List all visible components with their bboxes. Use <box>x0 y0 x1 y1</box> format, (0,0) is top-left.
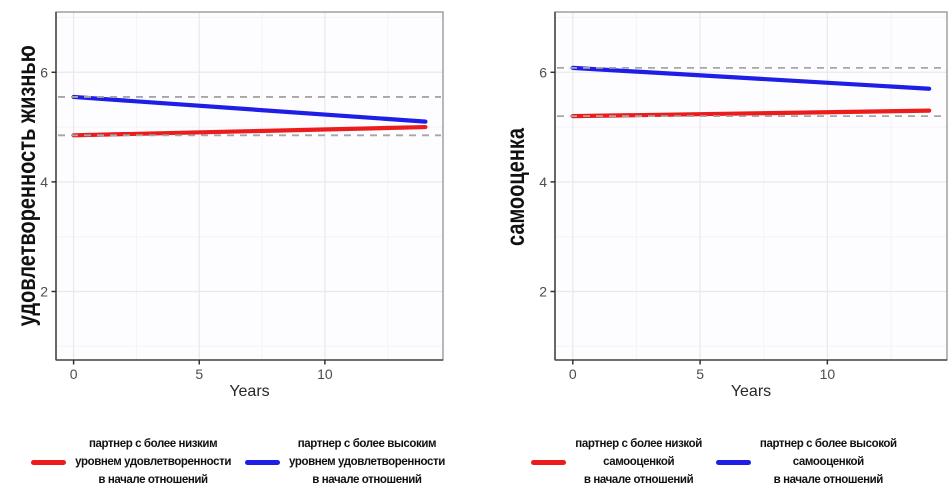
x-axis-title: Years <box>229 383 270 400</box>
legend-label-line: в начале отношений <box>98 473 208 486</box>
y-tick-label: 6 <box>539 64 547 80</box>
legend-swatch-red <box>31 460 67 465</box>
y-tick-label: 4 <box>539 174 547 190</box>
x-tick-label: 10 <box>317 366 333 382</box>
life-satisfaction-plot-area: 0 5 10 2 4 6 <box>40 11 444 382</box>
legend-label-line: партнер с более высокой <box>759 438 897 450</box>
legend-label-line: самооценкой <box>603 455 675 468</box>
legend-entry: партнер с более высоким уровнем удовлетв… <box>245 436 445 489</box>
y-tick-label: 4 <box>40 174 48 190</box>
y-tick-label: 6 <box>40 64 48 80</box>
legend-label-line: партнер с более низкой <box>575 438 702 450</box>
legend-label: партнер с более низкой самооценкой в нач… <box>575 436 702 489</box>
legend-label-line: в начале отношений <box>773 473 884 486</box>
series-line <box>71 124 428 138</box>
legend-label: партнер с более низким уровнем удовлетво… <box>75 436 231 489</box>
series-line <box>570 108 932 119</box>
x-tick-label: 5 <box>696 366 704 382</box>
legend-label: партнер с более высокой самооценкой в на… <box>760 436 897 489</box>
legend-swatch-blue <box>245 460 280 465</box>
panel-background <box>56 12 443 360</box>
legend: партнер с более низкой самооценкой в нач… <box>476 436 952 489</box>
y-tick-label: 2 <box>539 283 547 299</box>
legend-label-line: уровнем удовлетворенности <box>289 455 445 468</box>
legend-label-line: в начале отношений <box>583 473 694 486</box>
x-tick-label: 0 <box>569 366 577 382</box>
legend-entry: партнер с более низкой самооценкой в нач… <box>531 436 702 489</box>
y-axis-title: самооценка <box>502 127 530 247</box>
figure-self-esteem: 0 5 10 2 4 6 самооценка Years партнер с более… <box>476 0 952 504</box>
self-esteem-plot-area: 0 5 10 2 4 6 <box>539 11 948 382</box>
panel-background <box>555 12 947 360</box>
y-axis-title: удовлетворенность жизнью <box>13 45 41 327</box>
legend-label-line: партнер с более высоким <box>297 438 437 450</box>
legend-swatch-blue <box>715 460 751 465</box>
x-axis-title: Years <box>730 383 772 400</box>
x-tick-label: 10 <box>820 366 836 382</box>
series-line <box>570 65 932 91</box>
figure-life-satisfaction: 0 5 10 2 4 6 удовлетворенность жизнью Years п… <box>0 11 476 489</box>
legend-entry: партнер с более низким уровнем удовлетво… <box>31 436 231 489</box>
legend-swatch-red <box>531 460 567 465</box>
legend-label-line: уровнем удовлетворенности <box>75 455 231 468</box>
legend-label: партнер с более высоким уровнем удовлетв… <box>289 436 445 489</box>
legend-label-line: в начале отношений <box>312 473 422 486</box>
y-tick-label: 2 <box>40 283 48 299</box>
legend-label-line: партнер с более низким <box>88 438 218 450</box>
legend: партнер с более низким уровнем удовлетво… <box>0 436 476 489</box>
series-line <box>71 94 428 124</box>
legend-entry: партнер с более высокой самооценкой в на… <box>715 436 897 489</box>
legend-label-line: самооценкой <box>792 455 864 468</box>
x-tick-label: 5 <box>195 366 203 382</box>
x-tick-label: 0 <box>70 366 78 382</box>
